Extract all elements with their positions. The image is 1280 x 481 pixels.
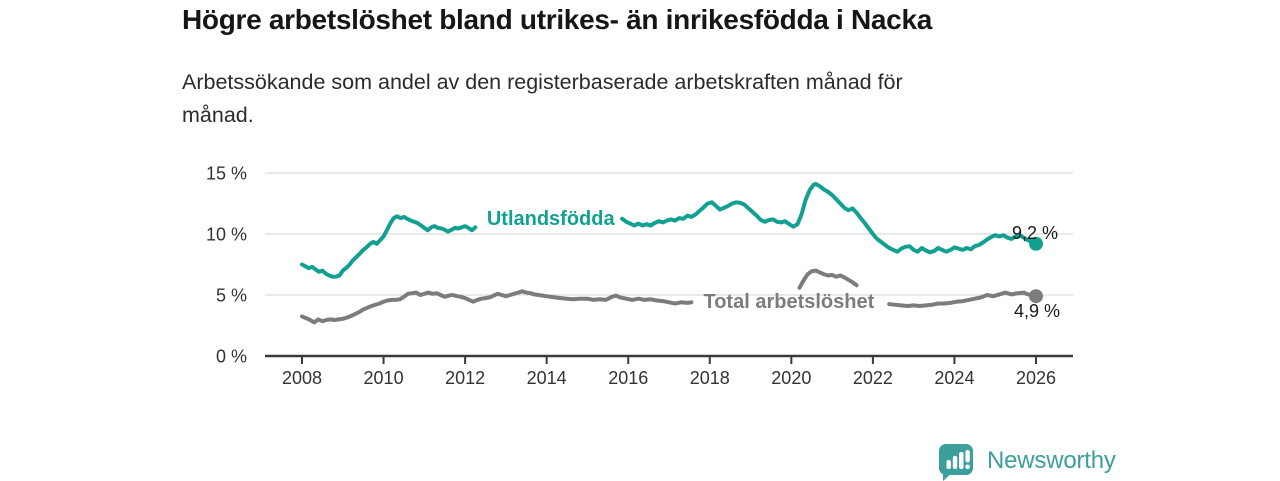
x-tick-label: 2020 (771, 368, 811, 388)
series-line-utlandsf-dda (620, 182, 1038, 255)
x-tick-label: 2008 (282, 368, 322, 388)
x-tick-label: 2024 (934, 368, 974, 388)
y-tick-label: 15 % (206, 164, 247, 184)
series-end-value-total-arbetsl-shet: 4,9 % (1014, 301, 1060, 321)
x-tick-label: 2018 (690, 368, 730, 388)
y-tick-label: 5 % (216, 286, 247, 306)
series-end-dot-utlandsf-dda (1029, 236, 1043, 251)
series-line-total-arbetsl-shet (300, 289, 694, 325)
y-tick-label: 0 % (216, 347, 247, 367)
series-end-value-utlandsf-dda: 9,2 % (1012, 223, 1058, 243)
x-tick-label: 2010 (364, 368, 404, 388)
y-tick-label: 10 % (206, 225, 247, 245)
series-line-total-arbetsl-shet (887, 290, 1038, 308)
series-line-total-arbetsl-shet (797, 268, 859, 290)
chart-subtitle-line1: Arbetssökande som andel av den registerb… (182, 70, 903, 94)
x-tick-label: 2014 (527, 368, 567, 388)
chart-subtitle-line2: månad. (182, 103, 254, 127)
series-end-dot-total-arbetsl-shet (1029, 289, 1043, 304)
newsworthy-brand-name: Newsworthy (987, 447, 1116, 474)
page-title: Högre arbetslöshet bland utrikes- än inr… (182, 4, 933, 35)
newsworthy-branding: Newsworthy (936, 441, 1116, 481)
series-label-utlandsf-dda: Utlandsfödda (487, 208, 616, 230)
x-tick-label: 2026 (1016, 368, 1056, 388)
series-line-utlandsf-dda (300, 214, 478, 279)
x-tick-label: 2016 (608, 368, 648, 388)
chart-subtitle: Arbetssökande som andel av den registerb… (182, 66, 1082, 132)
x-tick-label: 2012 (445, 368, 485, 388)
x-tick-label: 2022 (853, 368, 893, 388)
series-label-total-arbetsl-shet: Total arbetslöshet (703, 291, 874, 313)
newsworthy-logo-icon (939, 444, 973, 481)
